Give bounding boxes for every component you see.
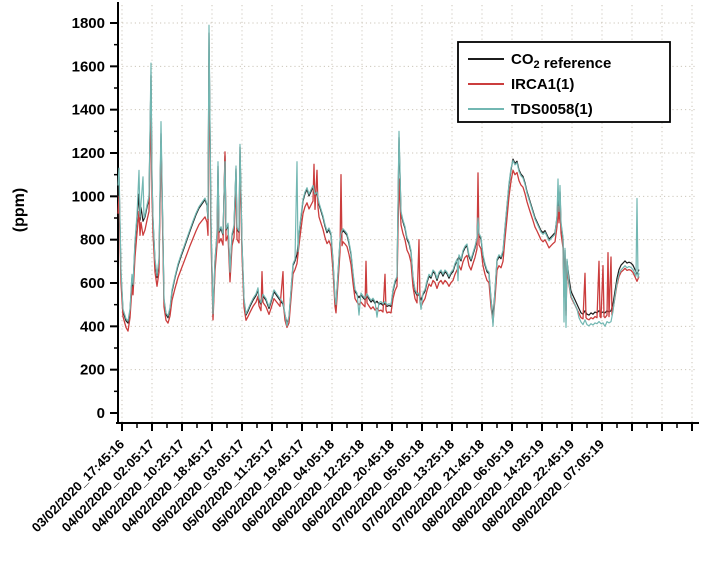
y-ticks — [110, 22, 118, 414]
legend-entry-co2-reference: CO2 reference — [468, 51, 611, 72]
y-tick-label: 600 — [80, 275, 105, 292]
legend-label: TDS0058(1) — [511, 101, 593, 118]
series-line-tds0058 — [117, 24, 640, 328]
y-tick-label: 1200 — [72, 145, 105, 162]
legend: CO2 reference IRCA1(1) TDS0058(1) — [457, 41, 671, 123]
y-tick-labels: 0 200 400 600 800 1000 1200 1400 1600 1800 — [72, 15, 105, 422]
legend-label: CO2 reference — [511, 51, 611, 72]
y-tick-label: 800 — [80, 232, 105, 249]
y-tick-label: 1000 — [72, 188, 105, 205]
y-tick-label: 1400 — [72, 102, 105, 119]
y-tick-label: 1600 — [72, 58, 105, 75]
y-tick-label: 0 — [97, 405, 105, 422]
y-tick-label: 400 — [80, 318, 105, 335]
y-axis-title: (ppm) — [11, 188, 28, 232]
legend-entry-irca1: IRCA1(1) — [468, 76, 574, 93]
x-tick-labels: 03/02/2020_17:45:1604/02/2020_02:05:1704… — [29, 437, 608, 536]
x-ticks — [121, 423, 693, 431]
legend-label: IRCA1(1) — [511, 76, 574, 93]
legend-entry-tds0058: TDS0058(1) — [468, 101, 593, 118]
y-tick-label: 1800 — [72, 15, 105, 32]
y-tick-label: 200 — [80, 362, 105, 379]
